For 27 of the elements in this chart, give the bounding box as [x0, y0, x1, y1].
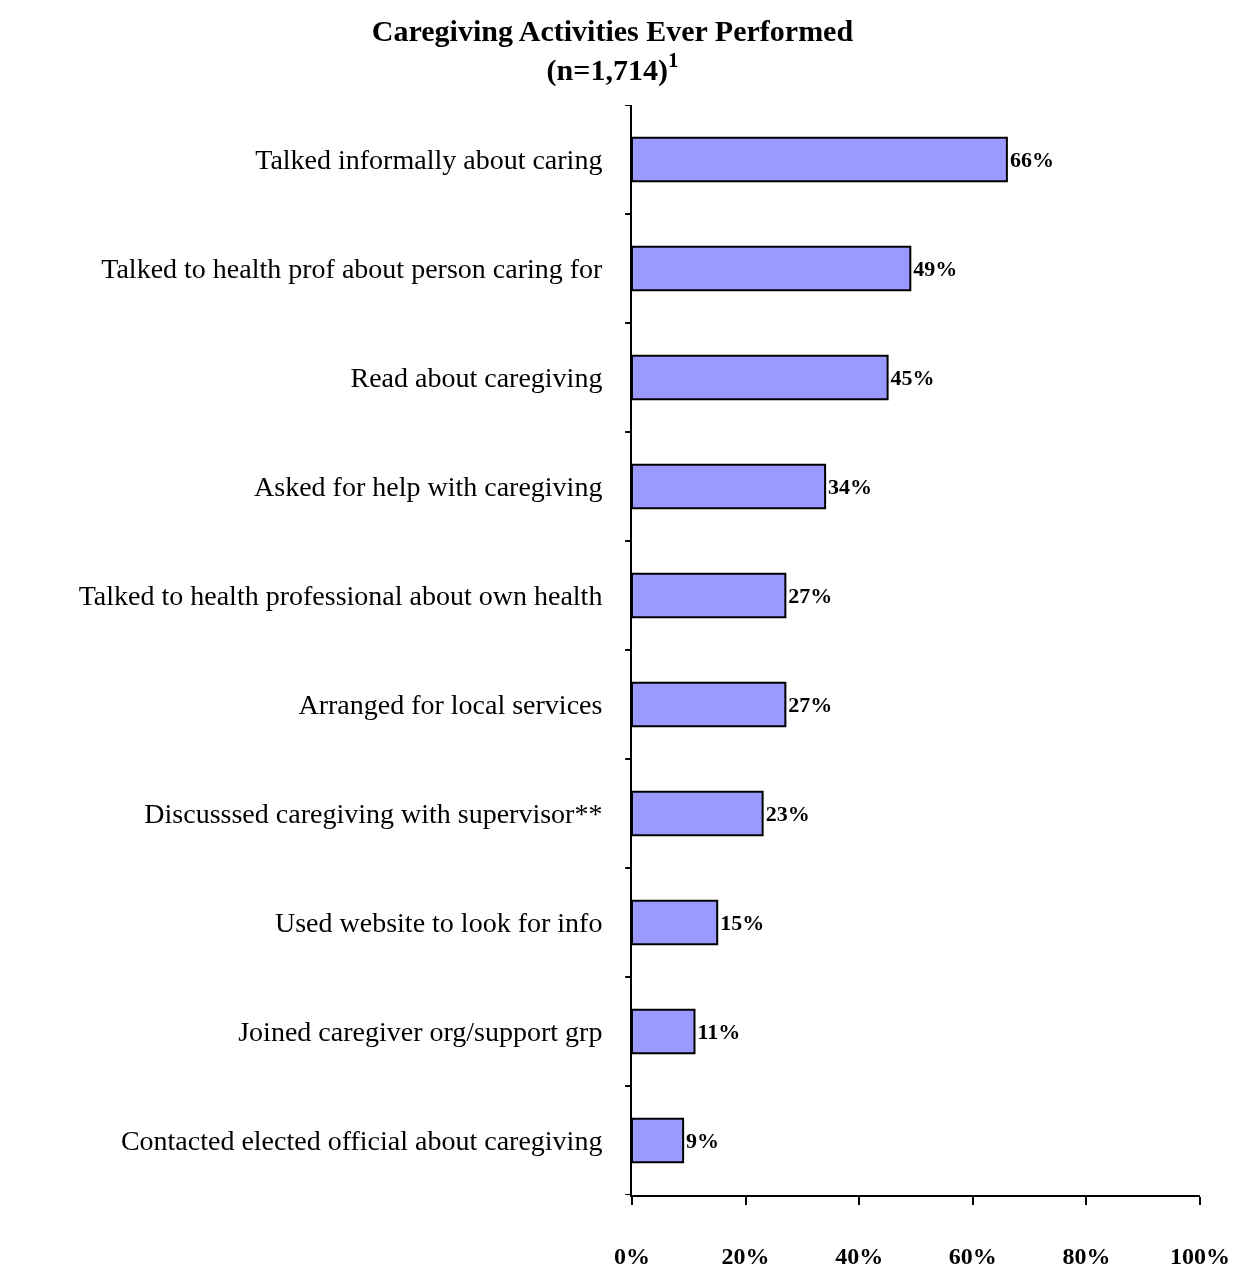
- y-tick-label: Read about caregiving: [350, 362, 603, 394]
- y-tick-label: Talked to health professional about own health: [78, 580, 603, 612]
- y-tick-label: Discusssed caregiving with supervisor**: [144, 798, 603, 830]
- data-label: 49%: [913, 256, 958, 281]
- data-label: 66%: [1009, 147, 1054, 172]
- y-tick-label: Contacted elected official about caregiving: [120, 1125, 603, 1157]
- data-label: 27%: [788, 692, 833, 717]
- x-tick-label: 0%: [614, 1242, 650, 1266]
- data-label: 15%: [720, 910, 765, 935]
- x-tick-label: 80%: [1062, 1242, 1111, 1266]
- x-tick-label: 60%: [948, 1242, 997, 1266]
- data-label: 11%: [697, 1019, 741, 1044]
- y-tick-label: Asked for help with caregiving: [254, 471, 603, 503]
- y-tick-label: Talked informally about caring: [255, 144, 603, 176]
- x-tick-label: 100%: [1170, 1242, 1230, 1266]
- data-label: 23%: [765, 801, 810, 826]
- data-label: 34%: [828, 474, 873, 499]
- y-tick-label: Used website to look for info: [275, 907, 603, 939]
- data-label: 45%: [890, 365, 935, 390]
- x-tick-label: 20%: [721, 1242, 770, 1266]
- y-tick-label: Arranged for local services: [298, 689, 603, 721]
- chart-title: Caregiving Activities Ever Performed (n=1,714)$^{1}$: [371, 13, 854, 87]
- data-label: 9%: [686, 1128, 720, 1153]
- y-tick-label: Joined caregiver org/support grp: [238, 1016, 603, 1048]
- x-tick-label: 40%: [835, 1242, 884, 1266]
- y-tick-label: Talked to health prof about person caring for: [101, 253, 604, 285]
- data-label: 27%: [788, 583, 833, 608]
